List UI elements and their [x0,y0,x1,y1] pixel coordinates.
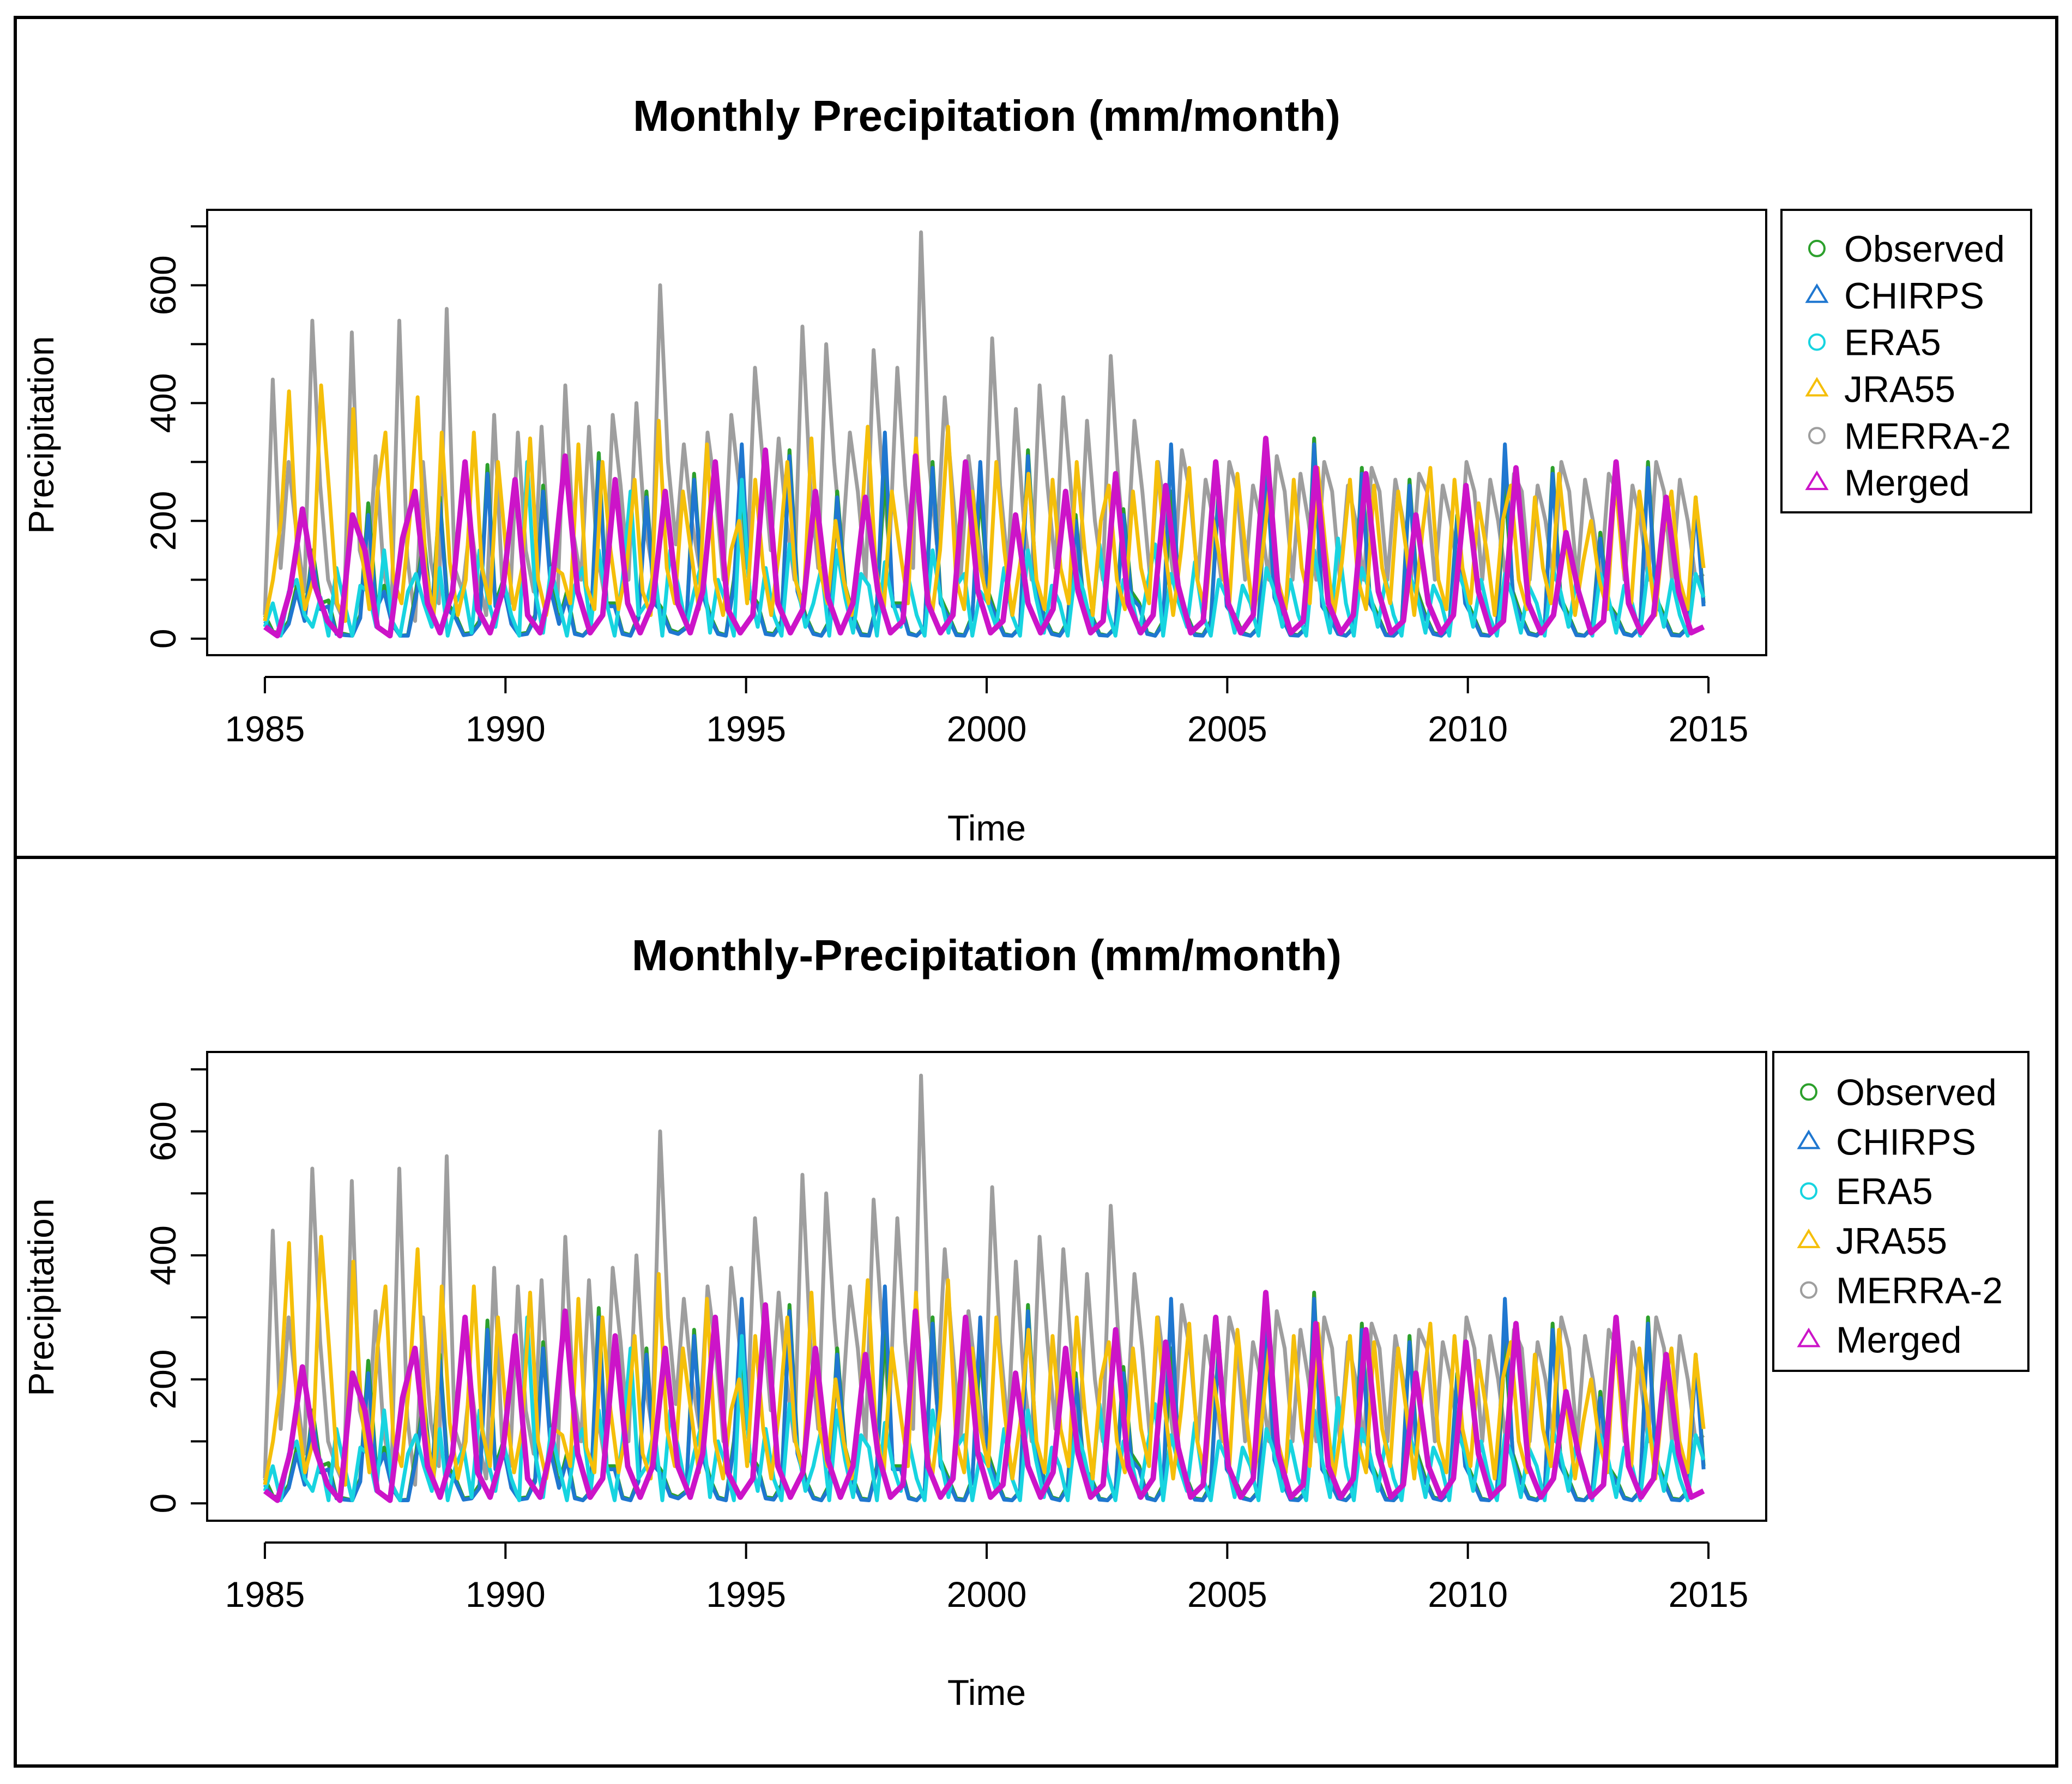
x-tick-label: 1985 [225,1574,305,1614]
legend-marker [1805,283,1829,303]
legend-label: Merged [1836,1320,1962,1361]
legend-marker [1808,239,1826,257]
y-tick-label: 600 [143,1102,183,1162]
y-tick-label: 0 [143,1493,183,1514]
series-line-merged [263,436,1705,639]
x-tick-label: 2010 [1428,1574,1508,1614]
legend-marker [1797,1229,1821,1248]
series-line-jra55 [263,1235,1706,1487]
y-tick-label: 200 [143,491,183,551]
x-tick-label: 2005 [1187,1574,1267,1614]
legend-label: Observed [1836,1072,1997,1113]
legend-marker [1797,1327,1821,1347]
x-tick-label: 2010 [1428,709,1508,749]
plot-area: 0 200 400 600 1985 1990 1995 2000 2005 2010 2015 [143,1051,1767,1614]
legend-marker [1805,470,1829,491]
legend-label: MERRA-2 [1844,415,2011,457]
y-axis-label: Precipitation [21,1198,61,1396]
legend-box [1780,209,2032,513]
y-tick-label: 200 [143,1350,183,1410]
panel-1: Monthly Precipitation (mm/month) Precipi… [21,92,2032,848]
chart-title: Monthly-Precipitation (mm/month) [632,931,1342,979]
x-tick-label: 2015 [1669,1574,1749,1614]
legend-label: ERA5 [1836,1171,1933,1212]
legend-marker [1797,1129,1821,1150]
x-tick-label: 2005 [1187,709,1267,749]
legend-label: MERRA-2 [1836,1270,2003,1311]
legend-marker [1808,427,1826,445]
x-tick-label: 1990 [466,1574,546,1614]
y-axis-label: Precipitation [21,336,61,534]
y-tick-label: 600 [143,255,183,315]
legend-marker [1800,1182,1817,1200]
x-tick-label: 1990 [466,709,546,749]
legend-box [1772,1051,2029,1372]
legend-marker [1805,377,1829,397]
y-tick-label: 400 [143,373,183,433]
x-tick-label: 2015 [1669,709,1749,749]
legend-label: ERA5 [1844,322,1941,364]
x-tick-label: 1995 [706,709,786,749]
y-tick-label: 400 [143,1225,183,1285]
x-tick-label: 2000 [947,709,1027,749]
plot-area: 0 200 400 600 1985 1990 1995 2000 2005 2010 2015 [143,209,1767,749]
panel-2: Monthly-Precipitation (mm/month) Precipi… [21,931,2029,1713]
legend-label: JRA55 [1836,1220,1947,1262]
x-tick-label: 1995 [706,1574,786,1614]
x-axis-label: Time [947,1672,1026,1713]
legend-label: Merged [1844,462,1970,504]
legend-label: Observed [1844,228,2005,270]
legend-label: CHIRPS [1844,275,1984,317]
legend-marker [1808,333,1826,351]
legend: Observed CHIRPS ERA5 JRA55 MERRA-2 Merged [1772,1051,2029,1372]
x-tick-label: 1985 [225,709,305,749]
legend-label: CHIRPS [1836,1121,1976,1163]
x-tick-label: 2000 [947,1574,1027,1614]
chart-title: Monthly Precipitation (mm/month) [633,92,1340,140]
y-tick-label: 0 [143,628,183,649]
x-axis-label: Time [947,808,1026,848]
series-line-jra55 [263,383,1706,623]
figure-frame [14,16,2058,1768]
legend-marker [1800,1083,1817,1101]
series-line-merged [263,1290,1705,1503]
legend-marker [1800,1281,1817,1299]
legend-label: JRA55 [1844,368,1955,410]
